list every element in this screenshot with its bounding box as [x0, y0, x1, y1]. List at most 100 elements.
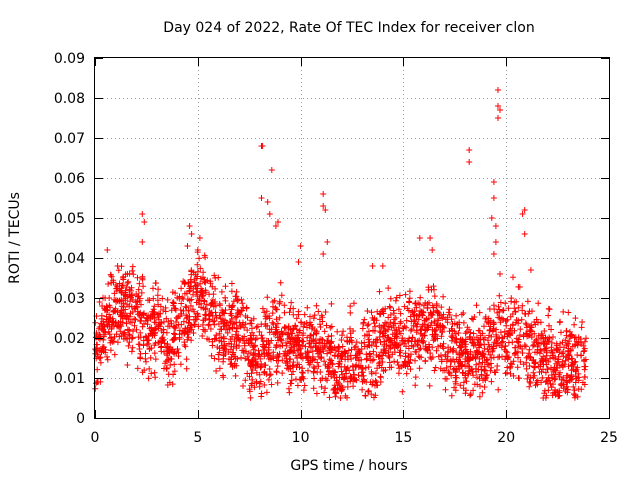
data-point [136, 280, 143, 287]
data-point [476, 309, 483, 316]
data-point [391, 358, 398, 365]
data-point [459, 336, 466, 343]
data-point [535, 300, 542, 307]
data-point [442, 351, 449, 358]
data-point [380, 325, 387, 332]
data-point [496, 292, 503, 299]
data-point [281, 324, 288, 330]
data-point [317, 377, 324, 384]
data-point [171, 361, 178, 368]
data-point [301, 382, 308, 389]
data-point [481, 354, 488, 361]
data-point [440, 323, 447, 330]
data-point [405, 352, 412, 359]
data-point [478, 371, 485, 378]
data-point [316, 353, 323, 360]
data-point [407, 327, 414, 334]
data-point [313, 328, 320, 335]
data-point [218, 338, 225, 345]
data-point [259, 341, 266, 348]
data-point [464, 354, 471, 361]
data-point [110, 322, 117, 329]
data-point [463, 378, 470, 385]
data-point [122, 287, 129, 294]
data-point [407, 366, 414, 373]
data-point [188, 231, 195, 237]
data-point [274, 354, 280, 361]
data-point [283, 329, 289, 336]
data-point [240, 304, 247, 311]
data-point [320, 203, 327, 209]
data-point [311, 375, 318, 382]
data-point [481, 345, 488, 352]
data-point [102, 346, 109, 353]
data-point [516, 332, 523, 339]
data-point [134, 293, 141, 300]
data-point [470, 316, 477, 323]
data-point [406, 295, 413, 302]
data-point [297, 351, 304, 358]
data-point [194, 247, 201, 253]
data-point [196, 255, 203, 262]
data-point [238, 354, 245, 361]
data-point [325, 333, 332, 340]
data-point [544, 335, 551, 342]
data-point [563, 328, 570, 335]
data-point [210, 291, 217, 298]
data-point [255, 352, 262, 358]
data-point [338, 383, 345, 389]
data-point [94, 379, 101, 385]
data-point [482, 315, 489, 322]
data-point [228, 280, 235, 287]
data-point [154, 311, 161, 318]
data-point [111, 296, 118, 303]
data-point [519, 211, 526, 217]
data-point [279, 370, 286, 377]
data-point [112, 282, 119, 288]
data-point [124, 301, 131, 308]
data-point [372, 377, 379, 384]
data-point [558, 361, 565, 368]
data-point [127, 298, 133, 305]
data-point [227, 310, 234, 317]
data-point [448, 316, 455, 323]
data-point [278, 328, 285, 335]
data-point [170, 337, 177, 344]
data-point [288, 299, 295, 306]
data-point [522, 320, 529, 327]
data-point [497, 299, 504, 306]
data-point [347, 373, 354, 380]
data-point [426, 299, 432, 306]
data-point [234, 313, 240, 320]
data-point [180, 318, 187, 325]
data-point [463, 349, 470, 355]
data-point [580, 348, 587, 355]
data-point [489, 347, 496, 354]
data-point [94, 351, 101, 358]
data-point [152, 356, 159, 363]
data-point [391, 310, 397, 317]
data-point [311, 312, 318, 319]
data-point [417, 311, 423, 318]
data-point [537, 335, 544, 341]
data-point [501, 333, 508, 340]
data-point [99, 345, 106, 352]
data-point [364, 355, 371, 362]
data-point [289, 330, 296, 337]
data-point [378, 364, 385, 371]
data-point [374, 308, 381, 315]
y-tick-label: 0.01 [54, 371, 85, 387]
data-point [226, 340, 232, 347]
data-point [476, 393, 483, 400]
data-point [347, 303, 354, 310]
data-point [290, 305, 297, 312]
data-point [152, 374, 159, 381]
data-point [308, 325, 315, 332]
data-point [251, 384, 258, 391]
data-point [417, 345, 424, 352]
data-point [569, 355, 576, 362]
data-point [517, 326, 524, 333]
data-point [182, 343, 189, 350]
data-point [487, 323, 494, 330]
